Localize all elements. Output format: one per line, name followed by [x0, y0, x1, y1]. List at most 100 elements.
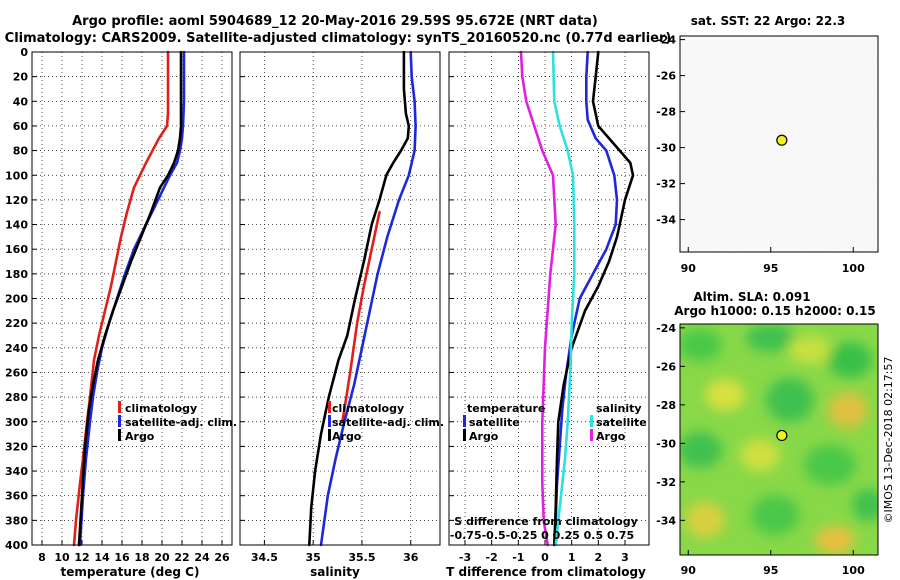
salinity-axis-label: salinity	[310, 565, 360, 579]
y-tick-label: 140	[5, 219, 28, 232]
series-line-t-argo	[552, 50, 635, 547]
legend-swatch-climatology	[118, 401, 121, 413]
legend-label-t-satellite: satellite	[469, 416, 520, 429]
map-y-tick-label: -34	[656, 214, 676, 227]
sla-map-title: Altim. SLA: 0.091	[693, 290, 810, 304]
x-tick-label: 10	[54, 551, 70, 564]
legend-swatch-satellite	[328, 415, 331, 427]
map-x-tick-label: 90	[681, 564, 697, 577]
legend-label-climatology: climatology	[125, 402, 197, 415]
sst-map-ticks: 90 95 100 -24 -26 -28 -30 -32 -34	[656, 34, 865, 275]
y-tick-label: 400	[5, 539, 28, 552]
legend-label-argo: Argo	[332, 430, 362, 443]
x-tick-label: 35.5	[348, 551, 375, 564]
y-tick-label: 300	[5, 416, 28, 429]
legend-swatch-s-satellite	[590, 415, 593, 427]
legend-swatch-climatology	[328, 401, 331, 413]
salinity-panel: 34.5 35 35.5 36	[239, 50, 441, 564]
y-tick-label: 380	[5, 514, 28, 527]
legend-label-t-argo: Argo	[469, 430, 499, 443]
map-x-tick-label: 95	[763, 564, 778, 577]
y-tick-label: 40	[13, 95, 29, 108]
x-tick-label: 2	[595, 551, 603, 564]
x-tick-label: 12	[74, 551, 89, 564]
legend-swatch-t-argo	[463, 429, 466, 441]
legend-swatch-satellite	[118, 415, 121, 427]
x-tick-label: 18	[134, 551, 149, 564]
x-tick-label: 34.5	[251, 551, 278, 564]
t-difference-axis-label: T difference from climatology	[446, 565, 646, 579]
sla-map-ticks: 90 95 100 -24 -26 -28 -30 -32 -34	[656, 322, 865, 577]
map-y-tick-label: -24	[656, 34, 676, 47]
sla-map-subtitle: Argo h1000: 0.15 h2000: 0.15	[674, 304, 875, 318]
temperature-panel: 8 10 12 14 16 18 20 22 24 26020406080100120140160…	[5, 46, 233, 564]
x-tick-label: -3	[459, 551, 471, 564]
map-x-tick-label: 90	[681, 262, 697, 275]
x-tick-label: 8	[38, 551, 46, 564]
map-y-tick-label: -26	[656, 70, 676, 83]
y-tick-label: 60	[13, 120, 29, 133]
map-y-tick-label: -28	[656, 399, 676, 412]
series-line-argo	[307, 50, 411, 547]
legend-title-temperature: temperature	[467, 402, 545, 415]
sla-argo-position-marker	[776, 429, 788, 442]
sst-map-title: sat. SST: 22 Argo: 22.3	[691, 14, 845, 28]
sst-map-frame	[679, 35, 879, 253]
sla-map-frame	[679, 323, 879, 556]
map-y-tick-label: -32	[656, 178, 676, 191]
map-y-tick-label: -30	[656, 142, 676, 155]
y-tick-label: 260	[5, 366, 28, 379]
sst-argo-position-marker	[776, 134, 788, 146]
y-tick-label: 200	[5, 293, 28, 306]
legend-swatch-argo	[328, 429, 331, 441]
map-x-tick-label: 100	[842, 564, 865, 577]
legend-swatch-argo	[118, 429, 121, 441]
sla-field-structure	[680, 324, 878, 554]
legend-label-climatology: climatology	[332, 402, 404, 415]
legend-swatch-s-argo	[590, 429, 593, 441]
series-line-t-satellite	[552, 50, 619, 547]
temperature-legend: climatology satellite-adj. clim. Argo	[118, 401, 237, 443]
series-line-climatology	[341, 210, 381, 424]
x-tick-label: 36	[403, 551, 419, 564]
y-tick-label: 360	[5, 490, 28, 503]
map-y-tick-label: -24	[656, 322, 676, 335]
y-tick-label: 180	[5, 268, 28, 281]
legend-label-satellite: satellite-adj. clim.	[125, 416, 237, 429]
y-tick-label: 20	[13, 71, 29, 84]
x-tick-label: 1	[568, 551, 576, 564]
legend-label-s-satellite: satellite	[596, 416, 647, 429]
x-tick-label: 35	[306, 551, 321, 564]
series-line-s-argo	[519, 50, 558, 547]
map-y-tick-label: -32	[656, 476, 676, 489]
s-difference-tick-labels: -0.75-0.5-0.25 0 0.25 0.5 0.75	[450, 529, 634, 542]
legend-label-argo: Argo	[125, 430, 155, 443]
y-tick-label: 100	[5, 169, 28, 182]
difference-panel: -3 -2 -1 0 1 2 3	[448, 50, 650, 564]
series-line-satellite-adj-clim-	[78, 50, 186, 547]
plot-frame	[239, 51, 441, 546]
map-y-tick-label: -30	[656, 437, 676, 450]
map-y-tick-label: -28	[656, 106, 676, 119]
legend-title-salinity: salinity	[596, 402, 642, 415]
x-tick-label: -2	[486, 551, 498, 564]
legend-label-satellite: satellite-adj. clim.	[332, 416, 444, 429]
map-y-tick-label: -26	[656, 360, 676, 373]
x-tick-label: 14	[94, 551, 110, 564]
x-tick-label: 24	[194, 551, 210, 564]
imos-watermark: ©IMOS 13-Dec-2018 02:17:57	[882, 357, 895, 524]
y-tick-label: 340	[5, 465, 28, 478]
plot-frame	[448, 51, 650, 546]
map-x-tick-label: 95	[763, 262, 778, 275]
map-x-tick-label: 100	[842, 262, 865, 275]
x-tick-label: 20	[154, 551, 170, 564]
y-tick-label: 0	[20, 46, 28, 59]
legend-label-s-argo: Argo	[596, 430, 626, 443]
x-tick-label: 0	[541, 551, 549, 564]
s-difference-axis-label: S difference from climatology	[454, 515, 638, 528]
series-line-argo	[77, 50, 183, 547]
y-tick-label: 240	[5, 342, 28, 355]
legend-swatch-t-satellite	[463, 415, 466, 427]
x-tick-label: 26	[214, 551, 230, 564]
